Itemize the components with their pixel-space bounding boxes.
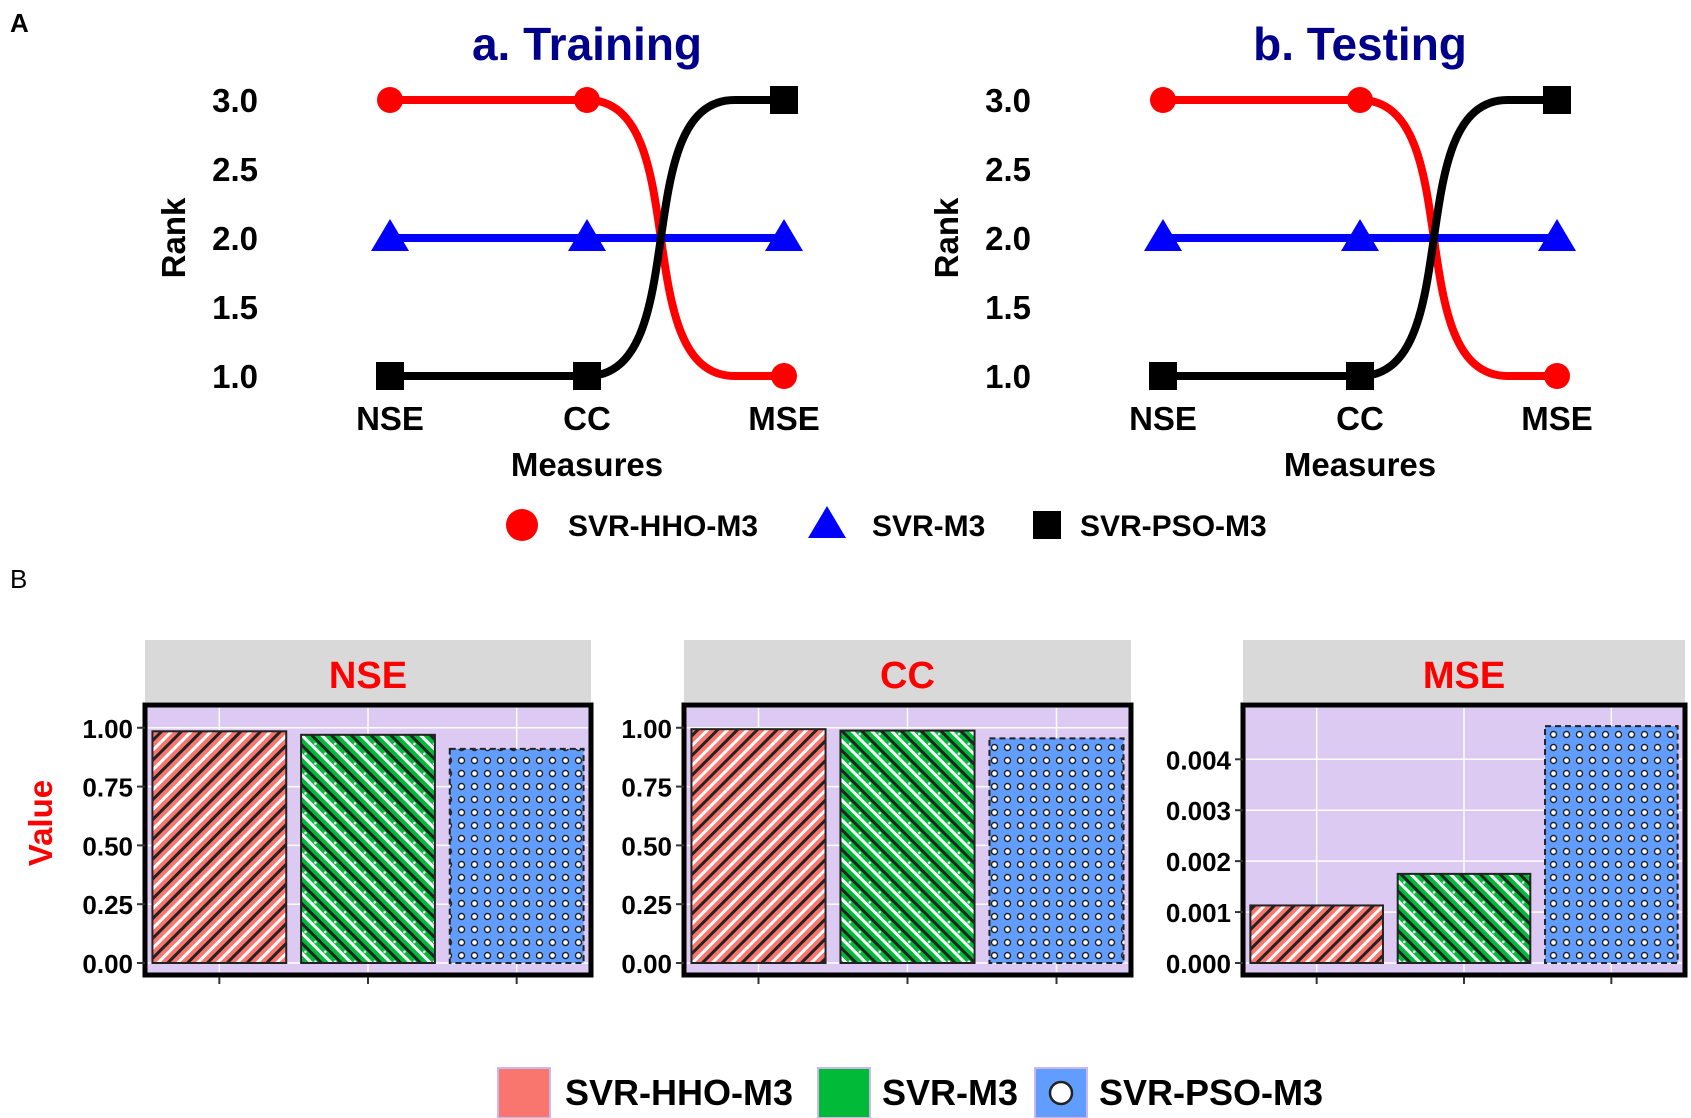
y-tick-label: 1.0 xyxy=(985,358,1031,395)
legend-label: SVR-M3 xyxy=(872,510,985,543)
data-point-svr-hho-m3 xyxy=(1544,363,1570,389)
data-point-svr-m3 xyxy=(1538,219,1576,251)
data-point-svr-pso-m3 xyxy=(573,362,601,390)
legend-key-svr-pso-m3 xyxy=(1033,511,1061,539)
y-tick-label: 2.0 xyxy=(985,220,1031,257)
y-tick-label: 0.75 xyxy=(621,773,672,803)
data-point-svr-hho-m3 xyxy=(1150,87,1176,113)
x-axis-label: Measures xyxy=(511,446,663,483)
data-point-svr-m3 xyxy=(371,219,409,251)
data-point-svr-hho-m3 xyxy=(574,87,600,113)
data-point-svr-pso-m3 xyxy=(376,362,404,390)
legend-key-svr-hho-m3 xyxy=(506,509,538,541)
bar-svr-pso-m3 xyxy=(988,737,1125,964)
bar-svr-hho-m3 xyxy=(1249,904,1384,964)
data-point-svr-m3 xyxy=(765,219,803,251)
series-line-svr-pso-m3 xyxy=(390,96,784,380)
y-tick-label: 3.0 xyxy=(212,82,258,119)
bar-legend: SVR-HHO-M3 SVR-M3 SVR-PSO-M3 xyxy=(497,1067,1323,1118)
y-tick-label: 0.003 xyxy=(1166,796,1231,826)
data-point-svr-hho-m3 xyxy=(771,363,797,389)
x-tick-label: MSE xyxy=(1521,400,1593,437)
data-point-svr-pso-m3 xyxy=(1543,86,1571,114)
y-tick-label: 1.5 xyxy=(212,289,258,326)
facet-strip-title: NSE xyxy=(329,655,407,697)
y-tick-label: 0.002 xyxy=(1166,847,1231,877)
data-point-svr-m3 xyxy=(1144,219,1182,251)
data-point-svr-pso-m3 xyxy=(1346,362,1374,390)
y-tick-label: 2.5 xyxy=(212,151,258,188)
x-tick-label: CC xyxy=(563,400,611,437)
y-tick-label: 0.004 xyxy=(1166,745,1232,775)
legend-label: SVR-HHO-M3 xyxy=(565,1072,793,1113)
legend-label: SVR-M3 xyxy=(882,1072,1018,1113)
bar-facet-cc: CC 0.00 0.25 0.50 0.75 1.00 xyxy=(621,640,1134,984)
y-tick-label: 0.75 xyxy=(82,773,133,803)
y-tick-label: 1.5 xyxy=(985,289,1031,326)
panel-label-a: A xyxy=(10,8,29,38)
legend-label: SVR-PSO-M3 xyxy=(1080,510,1267,543)
y-tick-label: 1.0 xyxy=(212,358,258,395)
bar-facet-nse: NSE 0.00 0.25 0.50 0.75 1.00 xyxy=(82,640,594,984)
facet-strip-title: MSE xyxy=(1423,655,1505,697)
bar-facet-mse: MSE 0.000 0.001 0.002 0.003 0.004 xyxy=(1166,640,1688,984)
y-tick-label: 0.25 xyxy=(82,890,133,920)
y-tick-label: 3.0 xyxy=(985,82,1031,119)
y-tick-label: 0.00 xyxy=(82,949,133,979)
rank-legend: SVR-HHO-M3 SVR-M3 SVR-PSO-M3 xyxy=(506,506,1267,543)
data-point-svr-m3 xyxy=(1341,219,1379,251)
x-tick-label: MSE xyxy=(748,400,820,437)
y-axis-label: Rank xyxy=(928,197,965,278)
y-tick-label: 1.00 xyxy=(621,714,672,744)
bar-svr-hho-m3 xyxy=(151,730,288,964)
data-point-svr-hho-m3 xyxy=(1347,87,1373,113)
data-point-svr-m3 xyxy=(568,219,606,251)
y-axis-label: Rank xyxy=(155,197,192,278)
legend-key-svr-m3 xyxy=(817,1067,871,1118)
y-tick-label: 0.001 xyxy=(1166,898,1231,928)
y-tick-label: 0.000 xyxy=(1166,949,1231,979)
y-tick-label: 0.00 xyxy=(621,949,672,979)
bar-svr-m3 xyxy=(839,729,976,965)
rank-chart-training: a. Training 1.0 1.5 2.0 2.5 3.0 Rank NSE CC MSE Me… xyxy=(155,18,820,483)
y-tick-label: 0.50 xyxy=(82,831,133,861)
y-tick-label: 0.25 xyxy=(621,890,672,920)
facet-strip-title: CC xyxy=(880,655,935,697)
bar-svr-m3 xyxy=(1396,872,1532,964)
x-tick-label: CC xyxy=(1336,400,1384,437)
legend-key-svr-m3 xyxy=(808,506,846,538)
legend-key-svr-hho-m3 xyxy=(497,1067,551,1118)
x-tick-label: NSE xyxy=(356,400,424,437)
y-tick-label: 1.00 xyxy=(82,714,133,744)
y-tick-label: 0.50 xyxy=(621,831,672,861)
chart-title: b. Testing xyxy=(1253,18,1467,70)
panel-label-b: B xyxy=(10,564,27,594)
bar-svr-hho-m3 xyxy=(690,728,827,964)
data-point-svr-pso-m3 xyxy=(770,86,798,114)
y-tick-label: 2.5 xyxy=(985,151,1031,188)
data-point-svr-pso-m3 xyxy=(1149,362,1177,390)
bar-svr-pso-m3 xyxy=(1544,725,1679,964)
bar-svr-m3 xyxy=(300,733,436,964)
data-point-svr-hho-m3 xyxy=(377,87,403,113)
value-axis-label: Value xyxy=(22,780,59,866)
bar-svr-pso-m3 xyxy=(448,747,585,965)
chart-title: a. Training xyxy=(472,18,702,70)
legend-label: SVR-HHO-M3 xyxy=(568,510,758,543)
series-line-svr-pso-m3 xyxy=(1163,96,1557,380)
x-axis-label: Measures xyxy=(1284,446,1436,483)
x-tick-label: NSE xyxy=(1129,400,1197,437)
rank-chart-testing: b. Testing 1.0 1.5 2.0 2.5 3.0 Rank NSE CC MSE Mea… xyxy=(928,18,1593,483)
legend-label: SVR-PSO-M3 xyxy=(1099,1072,1323,1113)
y-tick-label: 2.0 xyxy=(212,220,258,257)
